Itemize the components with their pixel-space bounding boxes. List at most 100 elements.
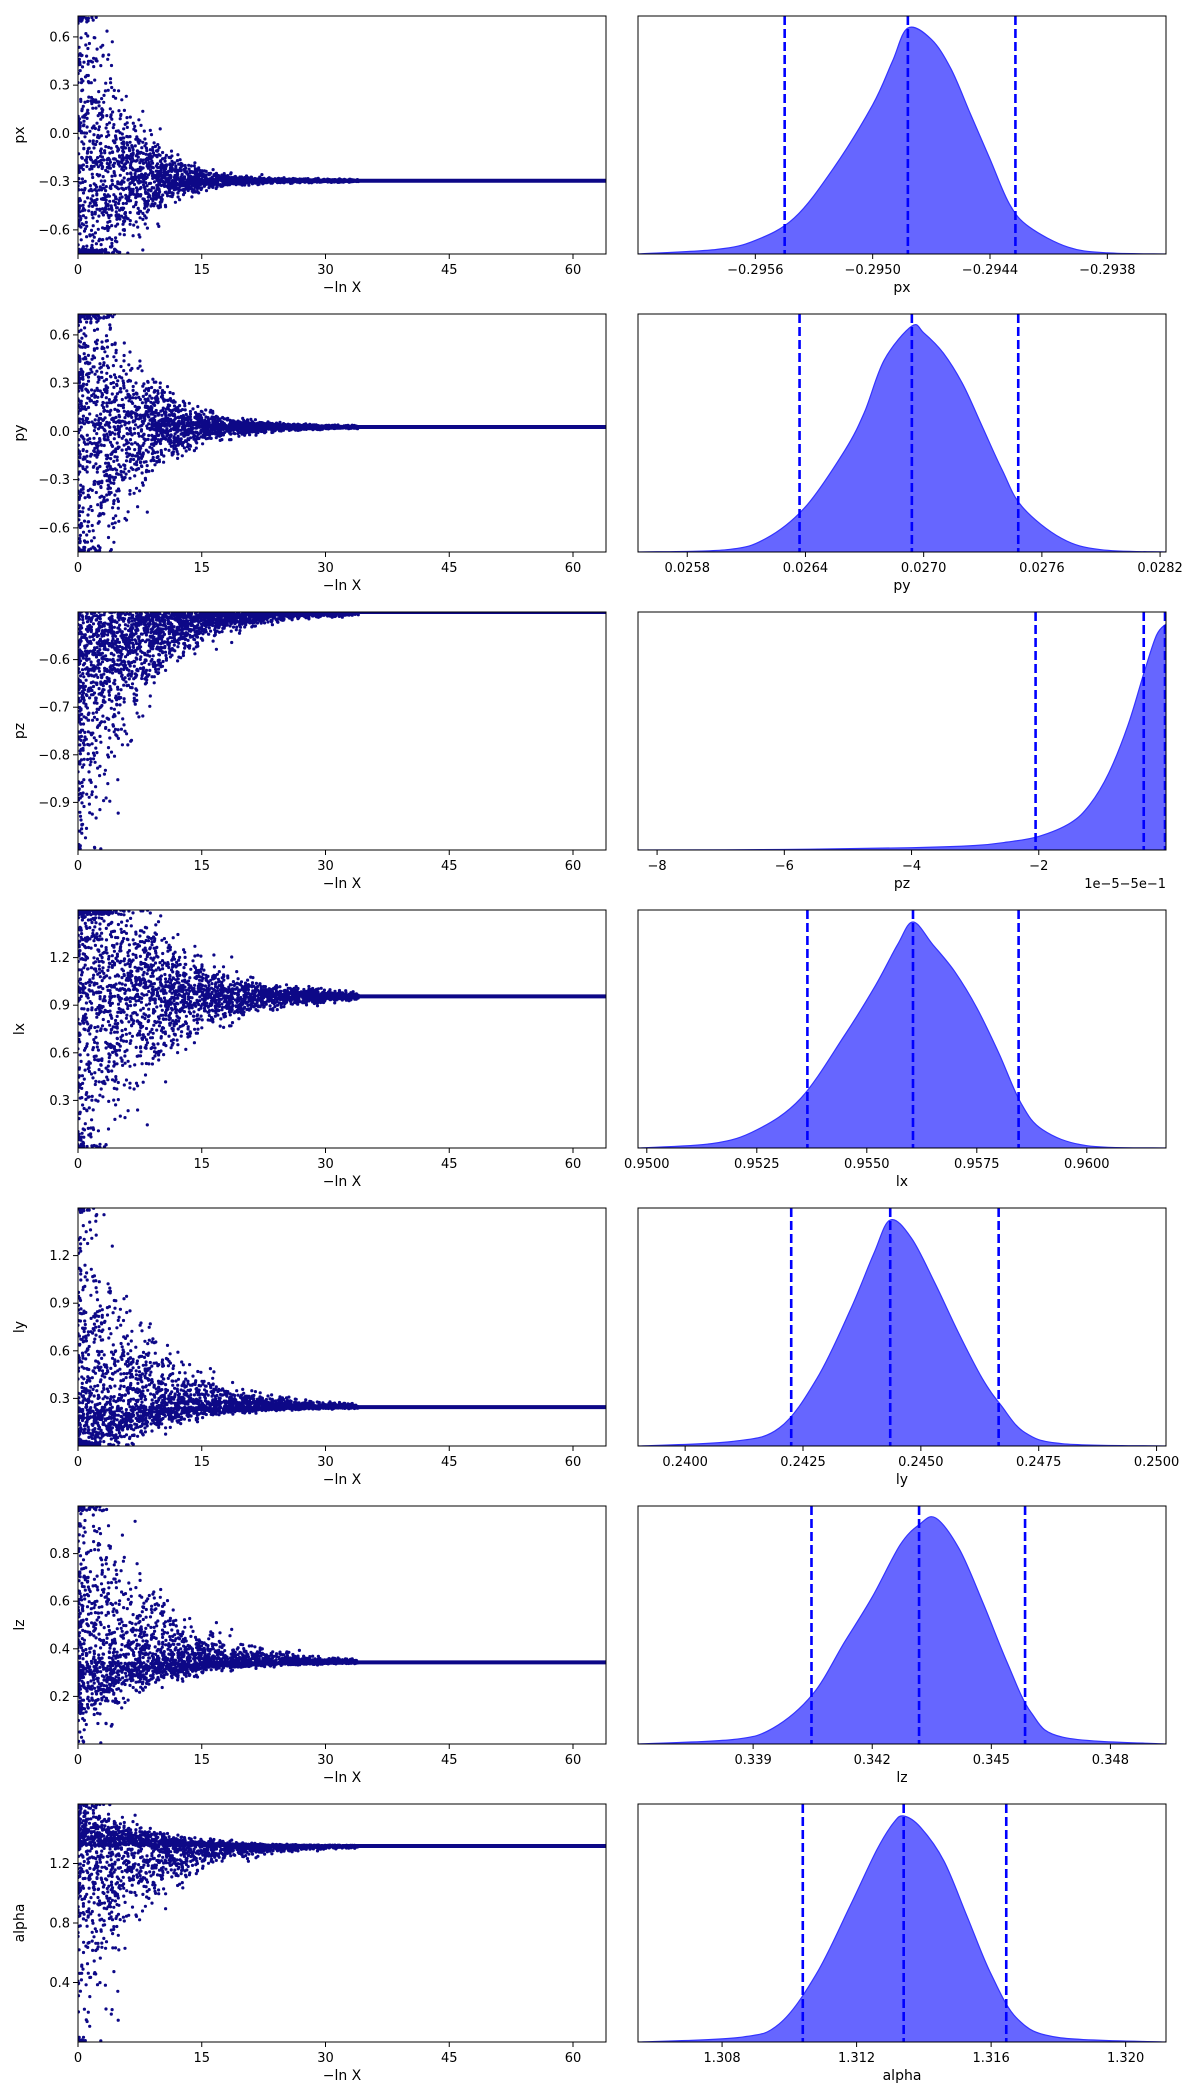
y-tick-label: −0.7	[38, 701, 70, 716]
x-tick-label: 0.2425	[780, 1455, 826, 1470]
x-tick-label: 45	[441, 1753, 458, 1768]
x-tick-label: 0	[74, 1753, 82, 1768]
posterior-kde	[638, 623, 1166, 850]
plot-frame	[77, 1505, 607, 1745]
trace-panel-lx: 0 15 30 45 60 1.2 0.9 0.6 0.3 −ln X lx	[12, 909, 607, 1190]
x-tick-label: 0	[74, 561, 82, 576]
x-tick-label: −0.2956	[727, 263, 783, 278]
x-tick-label: 45	[441, 263, 458, 278]
posterior-kde	[638, 26, 1166, 254]
posterior-kde	[638, 1516, 1166, 1744]
trace-panel-py: 0 15 30 45 60 0.6 0.3 0.0 −0.3 −0.6 −ln X py	[12, 313, 607, 594]
x-tick-label: 15	[193, 561, 210, 576]
trace-panel-px: 0 15 30 45 60 0.6 0.3 0.0 −0.3 −0.6 −ln X px	[12, 15, 607, 296]
y-axis-label: py	[12, 424, 28, 441]
y-tick-label: 0.2	[49, 1690, 70, 1705]
x-tick-label: 1.316	[973, 2051, 1010, 2066]
posterior-kde	[638, 1219, 1166, 1446]
x-tick-label: 45	[441, 561, 458, 576]
y-tick-label: −0.9	[38, 796, 70, 811]
x-tick-label: 30	[317, 561, 334, 576]
x-tick-label: −0.2938	[1079, 263, 1135, 278]
plot-frame	[77, 15, 607, 255]
y-tick-label: 0.9	[49, 1297, 70, 1312]
x-tick-label: 0.339	[735, 1753, 772, 1768]
x-axis-label: −ln X	[323, 876, 362, 892]
x-tick-label: 30	[317, 263, 334, 278]
x-tick-label: −0.2944	[962, 263, 1018, 278]
x-tick-label: 30	[317, 1753, 334, 1768]
y-tick-label: −0.6	[38, 653, 70, 668]
posterior-panel-lz: 0.339 0.342 0.345 0.348 lz	[637, 1505, 1167, 1786]
x-tick-label: 0.9575	[954, 1157, 1000, 1172]
x-tick-label: −4	[902, 859, 921, 874]
y-tick-label: 0.8	[49, 1917, 70, 1932]
y-tick-label: 0.4	[49, 1976, 70, 1991]
trace-panel-pz: 0 15 30 45 60 −0.6 −0.7 −0.8 −0.9 −ln X pz	[12, 611, 607, 892]
y-tick-label: 0.9	[49, 999, 70, 1014]
x-tick-label: 0.0264	[783, 561, 829, 576]
y-axis-label: ly	[12, 1321, 28, 1333]
x-axis-label: py	[893, 578, 910, 594]
x-axis-label: pz	[894, 876, 910, 892]
x-tick-label: 30	[317, 1157, 334, 1172]
x-axis-label: −ln X	[323, 2068, 362, 2084]
posterior-panel-pz: −8 −6 −4 −2 pz 1e−5−5e−1	[637, 611, 1167, 892]
y-tick-label: 1.2	[49, 1857, 70, 1872]
x-tick-label: 15	[193, 1157, 210, 1172]
plot-frame	[77, 611, 607, 851]
x-axis-label: alpha	[883, 2068, 922, 2084]
x-tick-label: 60	[565, 561, 582, 576]
x-axis-label: −ln X	[323, 1174, 362, 1190]
y-tick-label: −0.6	[38, 521, 70, 536]
x-tick-label: 45	[441, 859, 458, 874]
x-tick-label: 15	[193, 2051, 210, 2066]
x-tick-label: −6	[775, 859, 794, 874]
x-tick-label: 0.2450	[898, 1455, 944, 1470]
x-tick-label: 0	[74, 2051, 82, 2066]
y-tick-label: 0.6	[49, 1046, 70, 1061]
x-tick-label: 0.348	[1092, 1753, 1129, 1768]
x-tick-label: 0.9525	[734, 1157, 780, 1172]
x-tick-label: 0	[74, 1157, 82, 1172]
trace-panel-ly: 0 15 30 45 60 1.2 0.9 0.6 0.3 −ln X ly	[12, 1207, 607, 1488]
posterior-kde	[638, 1815, 1166, 2042]
y-tick-label: 0.3	[49, 1392, 70, 1407]
y-tick-label: −0.3	[38, 175, 70, 190]
plot-frame	[77, 1207, 607, 1447]
x-tick-label: 0	[74, 263, 82, 278]
x-tick-label: 0.9500	[624, 1157, 670, 1172]
plot-frame	[637, 1207, 1167, 1447]
trace-points	[78, 314, 606, 552]
plot-frame	[637, 1505, 1167, 1745]
x-axis-label: lz	[896, 1770, 907, 1786]
y-tick-label: 0.6	[49, 30, 70, 45]
x-tick-label: 60	[565, 263, 582, 278]
trace-points	[78, 16, 606, 254]
plot-frame	[77, 313, 607, 553]
x-axis-label: −ln X	[323, 280, 362, 296]
x-tick-label: 60	[565, 2051, 582, 2066]
y-tick-label: 0.3	[49, 1094, 70, 1109]
x-axis-label: ly	[896, 1472, 908, 1488]
posterior-panel-py: 0.0258 0.0264 0.0270 0.0276 0.0282 py	[637, 313, 1183, 594]
x-tick-label: 60	[565, 1157, 582, 1172]
y-axis-label: lz	[12, 1619, 28, 1630]
x-tick-label: 30	[317, 2051, 334, 2066]
y-tick-label: 1.2	[49, 1249, 70, 1264]
x-axis-label: −ln X	[323, 1770, 362, 1786]
x-tick-label: 0.2475	[1016, 1455, 1062, 1470]
axis-offset-label: 1e−5−5e−1	[1084, 877, 1166, 892]
trace-panel-alpha: 0 15 30 45 60 1.2 0.8 0.4 −ln X alpha	[12, 1803, 607, 2084]
posterior-panel-alpha: 1.308 1.312 1.316 1.320 alpha	[637, 1803, 1167, 2084]
x-tick-label: 0.0270	[901, 561, 947, 576]
x-tick-label: 15	[193, 1455, 210, 1470]
plot-frame	[77, 909, 607, 1149]
trace-points	[78, 1506, 606, 1744]
trace-panel-lz: 0 15 30 45 60 0.8 0.6 0.4 0.2 −ln X lz	[12, 1505, 607, 1786]
x-tick-label: −8	[647, 859, 666, 874]
x-tick-label: 30	[317, 1455, 334, 1470]
y-tick-label: 0.6	[49, 328, 70, 343]
x-tick-label: 45	[441, 1455, 458, 1470]
